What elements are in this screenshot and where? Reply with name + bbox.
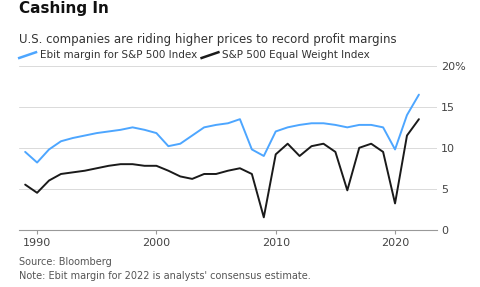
Text: Source: Bloomberg: Source: Bloomberg <box>19 257 112 267</box>
Text: U.S. companies are riding higher prices to record profit margins: U.S. companies are riding higher prices … <box>19 33 397 46</box>
Text: Cashing In: Cashing In <box>19 1 109 16</box>
Text: Ebit margin for S&P 500 Index: Ebit margin for S&P 500 Index <box>40 50 197 60</box>
Text: S&P 500 Equal Weight Index: S&P 500 Equal Weight Index <box>222 50 370 60</box>
Text: Note: Ebit margin for 2022 is analysts' consensus estimate.: Note: Ebit margin for 2022 is analysts' … <box>19 271 311 281</box>
